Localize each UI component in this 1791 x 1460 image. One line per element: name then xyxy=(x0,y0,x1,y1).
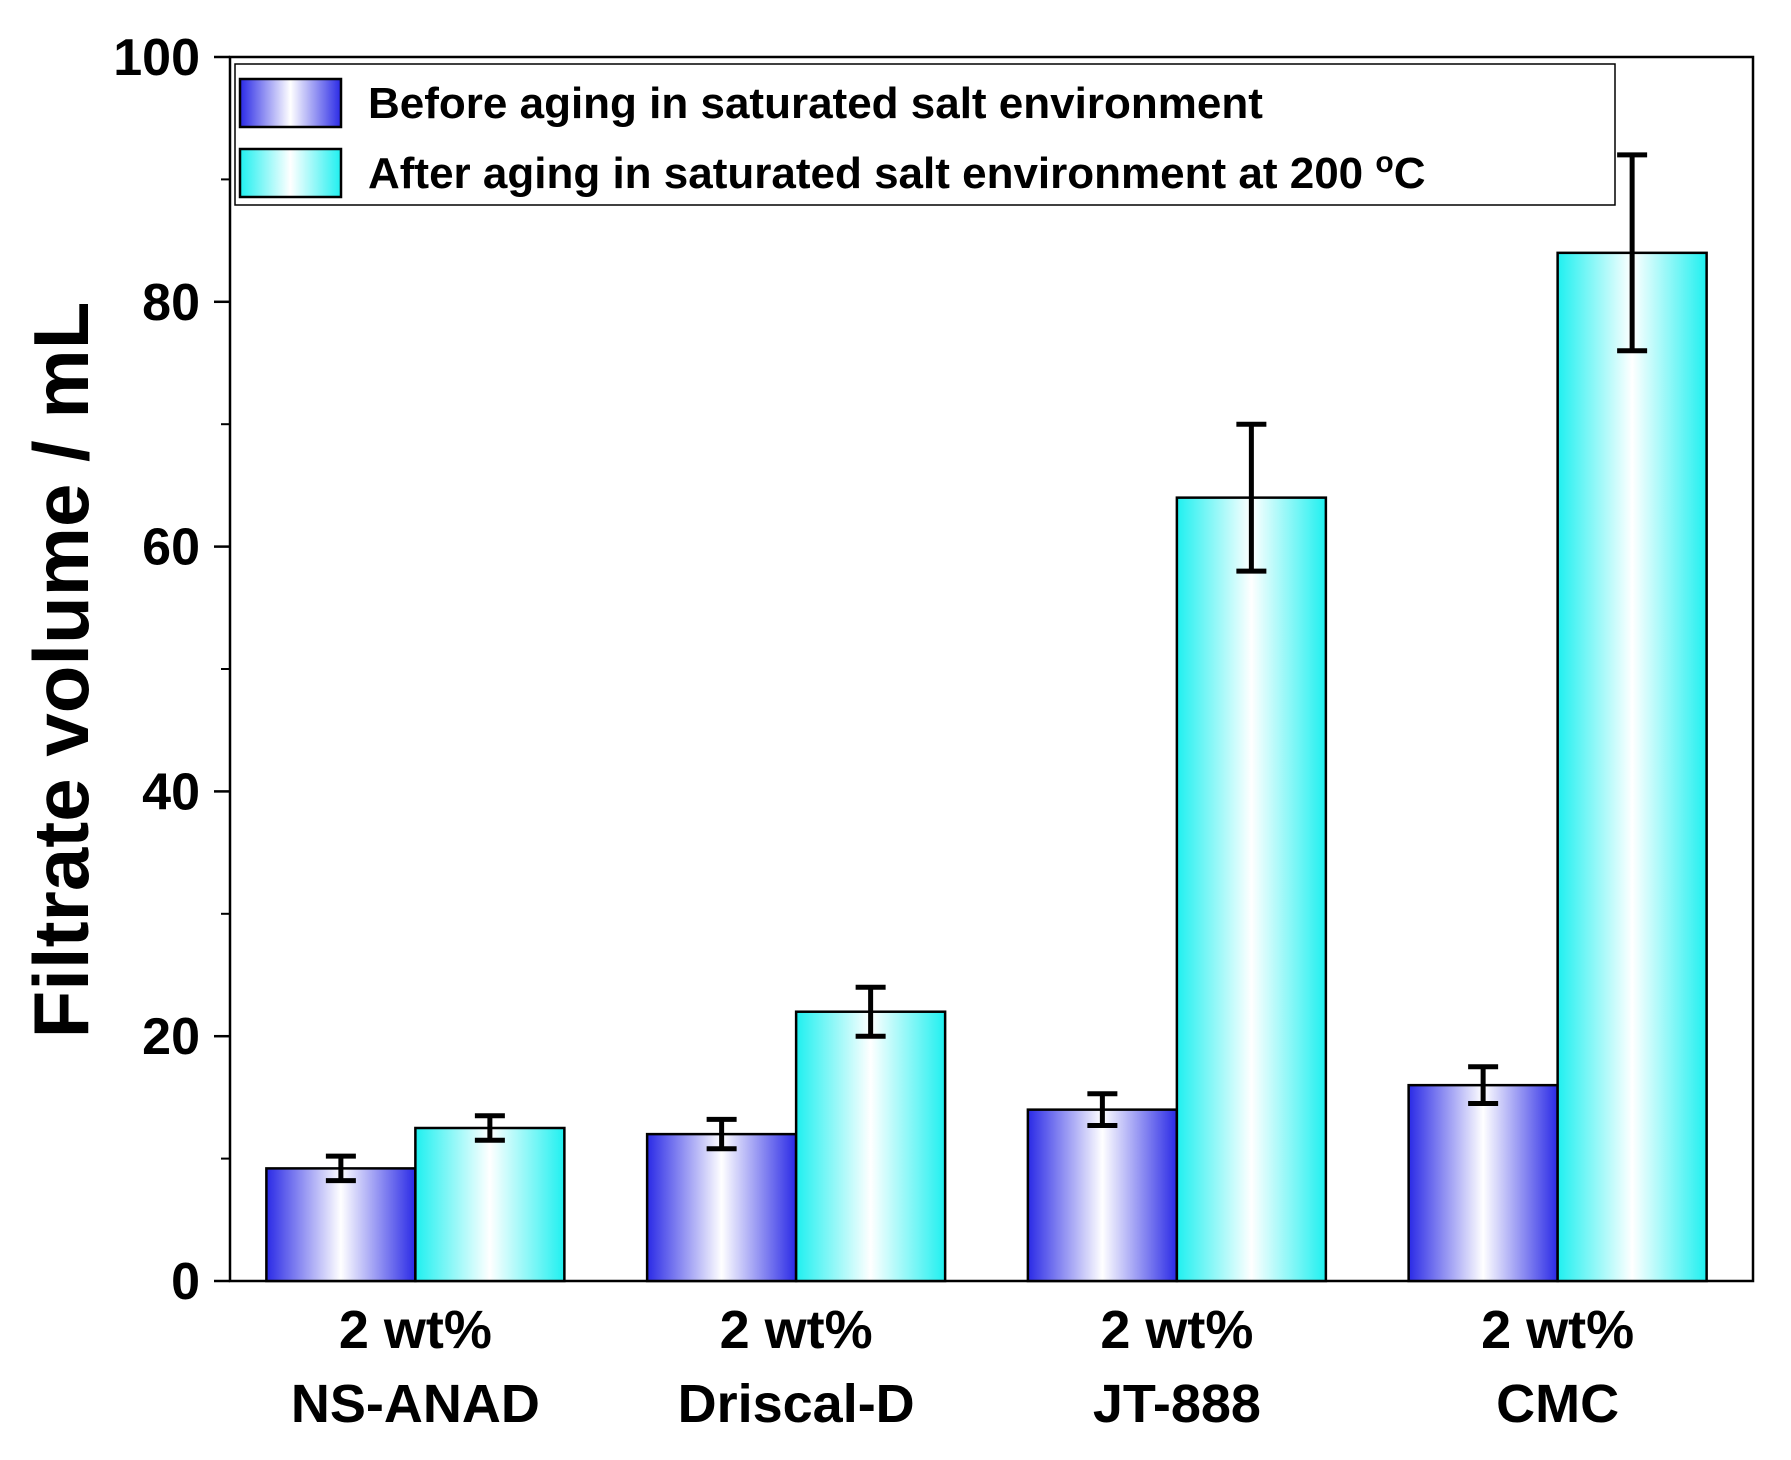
legend-frame xyxy=(234,63,1616,206)
y-tick-label: 60 xyxy=(142,519,200,577)
bar-after xyxy=(414,1126,566,1283)
bar-after xyxy=(1175,496,1328,1283)
y-tick-label: 20 xyxy=(142,1008,200,1066)
y-tick-label: 0 xyxy=(171,1253,200,1311)
x-tick-label-line1: 2 wt% xyxy=(1100,1300,1253,1360)
bar-before xyxy=(265,1167,417,1283)
bar-after xyxy=(794,1010,947,1283)
y-axis-label: Filtrate volume / mL xyxy=(17,302,105,1039)
bars xyxy=(265,251,1708,1283)
error-bars xyxy=(325,152,1648,1184)
x-axis-labels: 2 wt% NS-ANAD 2 wt% Driscal-D 2 wt% JT-888 2 w… xyxy=(291,1300,1634,1434)
bar-before xyxy=(645,1132,798,1283)
y-tick-label: 100 xyxy=(113,29,200,87)
x-tick-label-line2: NS-ANAD xyxy=(291,1374,540,1434)
bar-before xyxy=(1407,1083,1559,1283)
x-tick-label-line1: 2 wt% xyxy=(720,1300,873,1360)
bar-after xyxy=(1556,251,1708,1283)
x-tick-label-line2: Driscal-D xyxy=(678,1374,915,1434)
bar-before xyxy=(1026,1108,1179,1283)
x-tick-label-line1: 2 wt% xyxy=(1481,1300,1634,1360)
x-tick-label-line1: 2 wt% xyxy=(339,1300,492,1360)
legend: Before aging in saturated salt environme… xyxy=(234,63,1616,206)
x-tick-label-line2: JT-888 xyxy=(1093,1374,1261,1434)
y-axis-ticks: 0 20 40 60 80 100 xyxy=(113,29,230,1311)
legend-label-before: Before aging in saturated salt environme… xyxy=(368,79,1263,128)
legend-swatch-after xyxy=(238,147,343,199)
degree-superscript: o xyxy=(1375,146,1393,179)
x-tick-label-line2: CMC xyxy=(1496,1374,1619,1434)
y-tick-label: 40 xyxy=(142,763,200,821)
y-tick-label: 80 xyxy=(142,274,200,332)
legend-label-after: After aging in saturated salt environmen… xyxy=(368,146,1425,198)
legend-swatch-before xyxy=(238,77,343,129)
